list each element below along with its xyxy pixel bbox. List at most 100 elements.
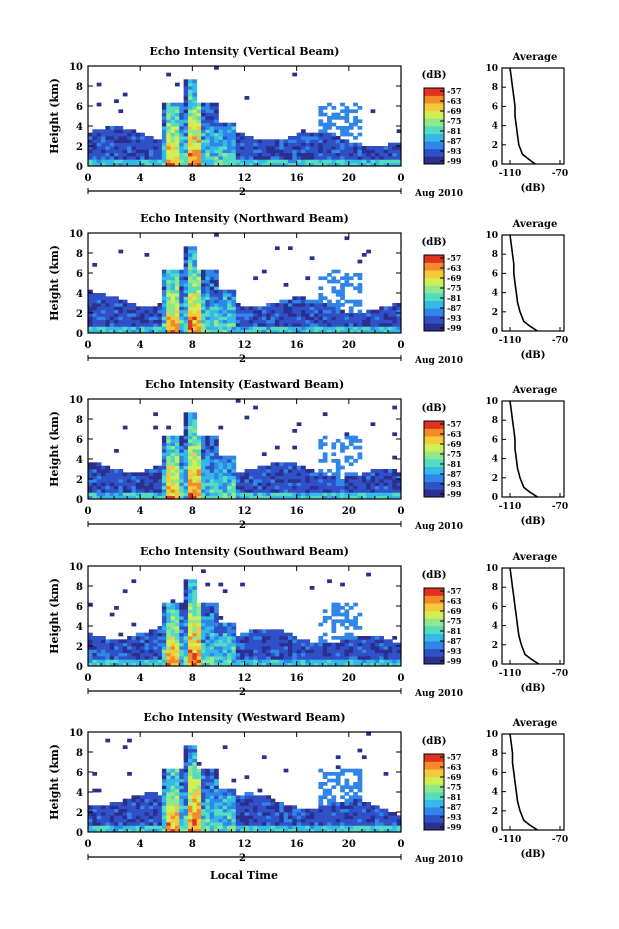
- heatmap-cell: [292, 649, 298, 654]
- heatmap-cell: [383, 329, 389, 334]
- heatmap-cell: [357, 259, 363, 264]
- heatmap-cell: [170, 662, 176, 667]
- heatmap-cell: [370, 159, 376, 164]
- heatmap-cell: [361, 652, 367, 657]
- heatmap-cell: [92, 326, 98, 331]
- profile-x-tick-label: -110: [499, 169, 522, 179]
- heatmap-cell: [292, 482, 298, 487]
- heatmap-cell: [174, 465, 180, 470]
- heatmap-cell: [192, 326, 198, 331]
- heatmap-cell: [157, 323, 163, 327]
- heatmap-cell: [209, 326, 215, 331]
- x-tick-label: 4: [137, 839, 144, 850]
- heatmap-cell: [270, 489, 276, 493]
- heatmap-cell: [327, 479, 332, 483]
- heatmap-cell: [166, 475, 171, 480]
- heatmap-cell: [314, 136, 319, 140]
- heatmap-cell: [148, 306, 154, 311]
- heatmap-cell: [144, 662, 150, 667]
- heatmap-cell: [179, 316, 185, 321]
- heatmap-cell: [248, 136, 254, 140]
- heatmap-cell: [127, 303, 132, 307]
- heatmap-cell: [227, 828, 232, 833]
- heatmap-cell: [335, 472, 341, 477]
- heatmap-cell: [231, 152, 237, 157]
- heatmap-cell: [209, 102, 215, 107]
- heatmap-cell: [122, 485, 128, 490]
- heatmap-cell: [148, 642, 154, 647]
- heatmap-cell: [253, 162, 258, 167]
- heatmap-cell: [166, 455, 171, 460]
- heatmap-cell: [170, 273, 176, 277]
- heatmap-cell: [187, 656, 193, 660]
- heatmap-cell: [305, 822, 311, 826]
- heatmap-cell: [209, 609, 215, 614]
- heatmap-cell: [170, 326, 176, 331]
- heatmap-cell: [357, 656, 363, 660]
- heatmap-cell: [183, 798, 189, 803]
- heatmap-cell: [327, 815, 332, 820]
- heatmap-cell: [327, 495, 332, 500]
- heatmap-cell: [218, 459, 224, 463]
- heatmap-cell: [192, 602, 198, 607]
- heatmap-cell: [231, 798, 237, 803]
- heatmap-cell: [205, 612, 211, 617]
- heatmap-cell: [387, 482, 393, 487]
- heatmap-cell: [192, 812, 198, 816]
- heatmap-cell: [209, 319, 215, 324]
- heatmap-cell: [327, 778, 332, 783]
- heatmap-cell: [327, 485, 332, 490]
- heatmap-cell: [374, 146, 380, 150]
- heatmap-cell: [196, 808, 202, 813]
- heatmap-cell: [357, 775, 363, 780]
- heatmap-cell: [114, 126, 119, 130]
- heatmap-cell: [231, 122, 237, 127]
- heatmap-cell: [192, 129, 198, 134]
- heatmap-cell: [170, 119, 176, 124]
- heatmap-cell: [209, 162, 215, 167]
- heatmap-cell: [383, 646, 389, 650]
- heatmap-cell: [257, 489, 263, 493]
- heatmap-cell: [183, 652, 189, 657]
- heatmap-cell: [127, 329, 132, 334]
- heatmap-cell: [187, 289, 193, 294]
- heatmap-cell: [88, 818, 93, 823]
- heatmap-cell: [209, 785, 215, 790]
- heatmap-cell: [96, 812, 102, 816]
- heatmap-cell: [101, 479, 106, 483]
- heatmap-cell: [222, 788, 228, 793]
- y-axis-label: Height (km): [48, 411, 61, 487]
- heatmap-cell: [366, 149, 371, 154]
- heatmap-cell: [101, 469, 106, 473]
- heatmap-cell: [240, 659, 245, 664]
- heatmap-cell: [357, 768, 363, 773]
- heatmap-cell: [140, 309, 145, 314]
- heatmap-cell: [292, 646, 298, 650]
- heatmap-cell: [209, 449, 215, 453]
- heatmap-cell: [183, 596, 189, 600]
- heatmap-cell: [322, 455, 328, 460]
- heatmap-cell: [205, 273, 211, 277]
- heatmap-cell: [231, 329, 237, 334]
- heatmap-cell: [301, 475, 306, 480]
- heatmap-cell: [248, 652, 254, 657]
- heatmap-cell: [340, 659, 345, 664]
- heatmap-cell: [261, 142, 267, 147]
- heatmap-cell: [387, 485, 393, 490]
- heatmap-cell: [348, 822, 354, 826]
- heatmap-cell: [266, 646, 271, 650]
- heatmap-cell: [274, 323, 280, 327]
- heatmap-cell: [88, 319, 93, 324]
- heatmap-cell: [240, 815, 245, 820]
- heatmap-cell: [127, 316, 132, 321]
- heatmap-cell: [296, 323, 302, 327]
- heatmap-cell: [331, 149, 337, 154]
- heatmap-cell: [187, 622, 193, 627]
- heatmap-cell: [183, 116, 189, 120]
- heatmap-cell: [327, 142, 332, 147]
- heatmap-cell: [370, 482, 376, 487]
- heatmap-cell: [187, 96, 193, 100]
- colorbar-tick-label: -57: [447, 752, 461, 762]
- heatmap-cell: [92, 808, 98, 813]
- heatmap-cell: [214, 313, 219, 317]
